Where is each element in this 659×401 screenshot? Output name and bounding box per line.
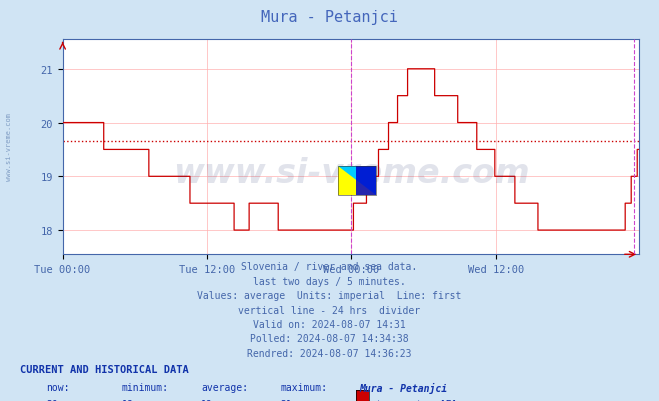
Polygon shape <box>338 166 376 196</box>
Bar <box>338 166 376 196</box>
Text: Slovenia / river and sea data.: Slovenia / river and sea data. <box>241 261 418 271</box>
Text: Values: average  Units: imperial  Line: first: Values: average Units: imperial Line: fi… <box>197 290 462 300</box>
Text: 21: 21 <box>280 399 292 401</box>
Text: Rendred: 2024-08-07 14:36:23: Rendred: 2024-08-07 14:36:23 <box>247 348 412 358</box>
Text: vertical line - 24 hrs  divider: vertical line - 24 hrs divider <box>239 305 420 315</box>
Text: Mura - Petanjci: Mura - Petanjci <box>359 382 447 393</box>
Text: last two days / 5 minutes.: last two days / 5 minutes. <box>253 276 406 286</box>
Text: Valid on: 2024-08-07 14:31: Valid on: 2024-08-07 14:31 <box>253 319 406 329</box>
Text: minimum:: minimum: <box>122 382 169 392</box>
Bar <box>356 166 376 196</box>
Text: maximum:: maximum: <box>280 382 327 392</box>
Text: CURRENT AND HISTORICAL DATA: CURRENT AND HISTORICAL DATA <box>20 364 188 374</box>
Text: Mura - Petanjci: Mura - Petanjci <box>261 10 398 25</box>
Text: now:: now: <box>46 382 70 392</box>
Text: 19: 19 <box>201 399 213 401</box>
Text: 18: 18 <box>122 399 134 401</box>
Text: www.si-vreme.com: www.si-vreme.com <box>173 157 529 190</box>
Text: www.si-vreme.com: www.si-vreme.com <box>6 112 13 180</box>
Text: Polled: 2024-08-07 14:34:38: Polled: 2024-08-07 14:34:38 <box>250 334 409 344</box>
Bar <box>338 166 376 196</box>
Text: 20: 20 <box>46 399 58 401</box>
Text: temperature[F]: temperature[F] <box>376 399 458 401</box>
Text: average:: average: <box>201 382 248 392</box>
